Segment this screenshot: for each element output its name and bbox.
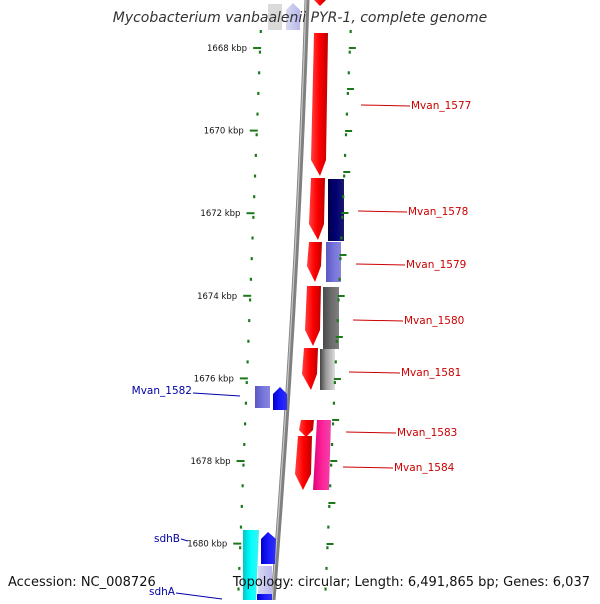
gene-block-top-gray[interactable] <box>268 4 282 30</box>
gene-arrow-mvan-1584[interactable] <box>295 436 312 490</box>
gene-arrow-mvan-1577[interactable] <box>311 33 328 176</box>
gene-arrow-mvan-1583[interactable] <box>299 420 314 437</box>
forward-strand-genes <box>295 0 328 490</box>
tick-label: 1674 kbp <box>197 292 237 302</box>
gene-block-magenta[interactable] <box>313 420 331 490</box>
gene-leader-line <box>357 210 408 213</box>
gene-label-sdhb[interactable]: sdhB <box>154 533 180 545</box>
gene-block-sdha-blue[interactable] <box>257 594 272 600</box>
gene-arrow-mvan-1579[interactable] <box>307 242 322 282</box>
gene-label-mvan-1577[interactable]: Mvan_1577 <box>411 100 471 112</box>
top-genes <box>268 3 300 30</box>
tick-label: 1678 kbp <box>190 457 230 467</box>
accession-text: Accession: NC_008726 <box>8 575 156 590</box>
gene-leader-line <box>355 263 406 266</box>
gene-label-sdha[interactable]: sdhA <box>149 586 176 598</box>
tick-label: 1668 kbp <box>207 44 247 54</box>
gene-label-lines <box>175 104 411 600</box>
tick-marks-left <box>233 30 262 591</box>
tick-marks-right <box>324 30 356 591</box>
tick-label: 1680 kbp <box>187 540 227 550</box>
left-genes <box>243 386 287 600</box>
gene-label-mvan-1582[interactable]: Mvan_1582 <box>132 385 192 397</box>
gene-arrow-sdhb[interactable] <box>261 532 276 564</box>
tick-label: 1672 kbp <box>200 209 240 219</box>
gene-label-mvan-1584[interactable]: Mvan_1584 <box>394 462 455 474</box>
gene-leader-line <box>192 392 241 397</box>
genome-backbone <box>270 0 310 601</box>
gene-arrow-blue-1582[interactable] <box>273 387 287 410</box>
gene-block-top-pale[interactable] <box>286 3 300 30</box>
gene-block-slate[interactable] <box>326 242 341 282</box>
genome-backbone-highlight <box>271 0 307 601</box>
gene-label-mvan-1579[interactable]: Mvan_1579 <box>406 259 466 271</box>
tick-labels: 1668 kbp 1670 kbp 1672 kbp 1674 kbp 1676 kbp… <box>187 44 247 550</box>
gene-leader-line <box>348 371 401 374</box>
gene-leader-line <box>352 319 404 322</box>
gene-arrow-mvan-1581[interactable] <box>302 348 318 390</box>
gene-labels: Mvan_1577 Mvan_1578 Mvan_1579 Mvan_1580 Mvan… <box>132 100 472 598</box>
tick-label: 1670 kbp <box>204 127 244 137</box>
gene-label-mvan-1581[interactable]: Mvan_1581 <box>401 367 461 379</box>
gene-leader-line <box>175 592 223 600</box>
gene-leader-line <box>345 431 397 434</box>
gene-block-gray-light[interactable] <box>320 349 335 390</box>
map-title: Mycobacterium vanbaalenii PYR-1, complet… <box>112 10 488 26</box>
gene-block-sdhb[interactable] <box>243 530 259 600</box>
tick-label: 1676 kbp <box>194 374 234 384</box>
topology-text: Topology: circular; Length: 6,491,865 bp… <box>232 575 590 590</box>
gene-arrow-mvan-1580[interactable] <box>305 286 321 346</box>
gene-label-mvan-1578[interactable]: Mvan_1578 <box>408 206 468 218</box>
gene-block-mvan-1582[interactable] <box>255 386 270 408</box>
gene-leader-line <box>342 466 394 469</box>
gene-leader-line <box>180 538 189 542</box>
gene-label-mvan-1580[interactable]: Mvan_1580 <box>404 315 464 327</box>
gene-label-mvan-1583[interactable]: Mvan_1583 <box>397 427 457 439</box>
gene-block-navy[interactable] <box>328 179 344 241</box>
gene-arrow-top[interactable] <box>314 0 326 6</box>
gene-leader-line <box>360 104 411 107</box>
gene-block-gray[interactable] <box>323 287 339 349</box>
gene-arrow-mvan-1578[interactable] <box>309 178 325 240</box>
gene-block-sdha-pale[interactable] <box>258 566 272 600</box>
second-track-genes <box>313 179 344 490</box>
